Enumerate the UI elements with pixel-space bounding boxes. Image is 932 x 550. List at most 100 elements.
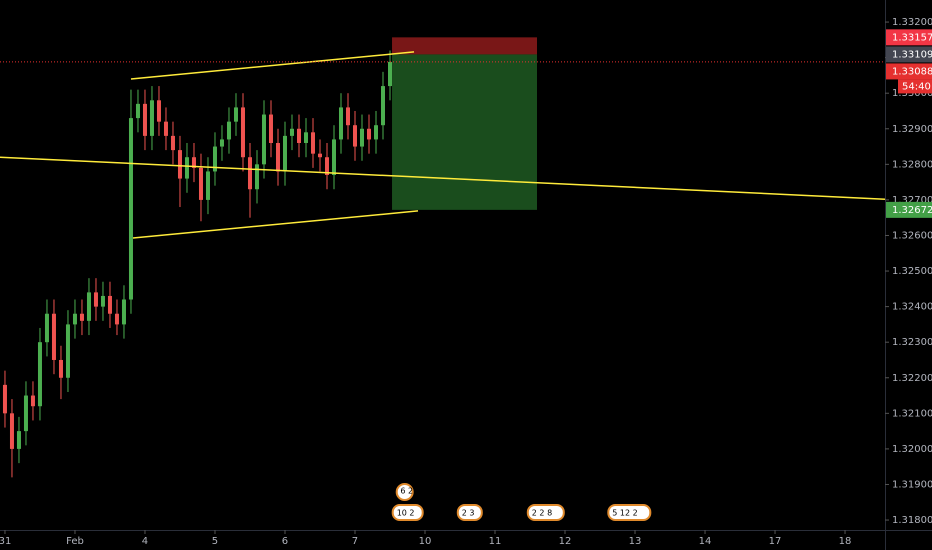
candle-body — [345, 107, 350, 126]
candle-body — [310, 132, 315, 154]
price-label-box — [886, 63, 932, 80]
x-tick-label: 13 — [629, 536, 642, 547]
event-label: 10 2 — [397, 509, 415, 518]
candle-body — [233, 107, 238, 122]
candle-body — [191, 157, 196, 168]
x-tick-label: 5 — [212, 536, 218, 547]
y-tick-label: 1.31900 — [892, 479, 932, 490]
candle-body — [352, 125, 357, 147]
candle-body — [387, 61, 392, 87]
event-label: 5 12 2 — [612, 509, 637, 518]
candle-body — [37, 342, 42, 407]
candle-body — [296, 128, 301, 143]
candle-body — [282, 135, 287, 172]
x-tick-label: 10 — [419, 536, 432, 547]
price-label: 1.33157 — [892, 32, 932, 43]
candle-body — [198, 167, 203, 200]
x-tick-label: 17 — [769, 536, 782, 547]
candle-body — [16, 431, 21, 449]
y-tick-label: 1.33000 — [892, 88, 932, 99]
price-label: 1.33109 — [892, 49, 932, 60]
candle-body — [240, 107, 245, 158]
x-tick-label: 12 — [559, 536, 572, 547]
candle-body — [156, 100, 161, 122]
x-tick-label: 31 — [0, 536, 11, 547]
y-tick-label: 1.32700 — [892, 195, 932, 206]
candle-body — [100, 295, 105, 307]
candle-body — [303, 132, 308, 143]
target-zone — [392, 54, 538, 210]
y-tick-label: 1.32300 — [892, 337, 932, 348]
candle-body — [317, 153, 322, 158]
event-label: 2 2 8 — [532, 509, 552, 518]
candle-body — [121, 299, 126, 325]
candle-body — [289, 128, 294, 136]
candle-body — [114, 313, 119, 325]
countdown-box — [898, 79, 932, 94]
x-tick-label: 6 — [282, 536, 288, 547]
trend-line — [130, 51, 415, 80]
y-tick-label: 1.32600 — [892, 230, 932, 241]
candle-body — [142, 103, 147, 136]
candle-body — [51, 313, 56, 360]
y-tick-label: 1.31800 — [892, 515, 932, 526]
countdown: 54:40 — [902, 81, 931, 92]
y-tick-label: 1.32000 — [892, 444, 932, 455]
candle-body — [177, 150, 182, 179]
candle-body — [23, 395, 28, 432]
candle-body — [275, 142, 280, 172]
price-label: 1.33088 — [892, 66, 932, 77]
candle-body — [149, 100, 154, 136]
candle-body — [212, 146, 217, 172]
candle-body — [128, 118, 133, 300]
candle-body — [163, 121, 168, 136]
x-tick-label: 4 — [142, 536, 148, 547]
y-tick-label: 1.32900 — [892, 124, 932, 135]
candle-body — [170, 135, 175, 151]
candle-body — [261, 114, 266, 165]
y-tick-label: 1.32500 — [892, 266, 932, 277]
candle-body — [254, 164, 259, 190]
candle-body — [30, 395, 35, 407]
event-icon — [607, 504, 652, 521]
candle-body — [65, 324, 70, 378]
candle-body — [86, 292, 91, 321]
candle-body — [135, 103, 140, 119]
x-tick-label: 14 — [699, 536, 712, 547]
candle-body — [219, 139, 224, 147]
candle-body — [373, 125, 378, 140]
candle-body — [72, 313, 77, 325]
candle-body — [366, 128, 371, 140]
candle-body — [324, 157, 329, 176]
candle-body — [205, 171, 210, 200]
price-label-box — [886, 201, 932, 218]
x-tick-label: Feb — [66, 536, 84, 547]
x-tick-label: 11 — [489, 536, 502, 547]
candle-body — [184, 157, 189, 179]
candle-body — [93, 292, 98, 307]
trend-line — [132, 210, 419, 239]
candle-body — [2, 384, 7, 414]
y-tick-label: 1.32400 — [892, 302, 932, 313]
candle-body — [44, 313, 49, 343]
event-icon — [456, 504, 483, 521]
candle-body — [268, 114, 273, 143]
candle-body — [331, 139, 336, 176]
x-tick-label: 18 — [839, 536, 852, 547]
candle-body — [9, 413, 14, 449]
candle-body — [226, 121, 231, 140]
candle-body — [79, 313, 84, 321]
price-label-box — [886, 46, 932, 63]
y-tick-label: 1.32200 — [892, 373, 932, 384]
event-label: 6 2 — [400, 487, 413, 496]
candle-body — [107, 295, 112, 314]
event-icon — [391, 504, 424, 521]
price-label-box — [886, 29, 932, 46]
event-icon — [395, 483, 414, 501]
event-icon — [526, 504, 565, 521]
candle-body — [338, 107, 343, 140]
event-label: 2 3 — [462, 509, 475, 518]
candle-body — [58, 359, 63, 378]
price-label: 1.32672 — [892, 205, 932, 216]
